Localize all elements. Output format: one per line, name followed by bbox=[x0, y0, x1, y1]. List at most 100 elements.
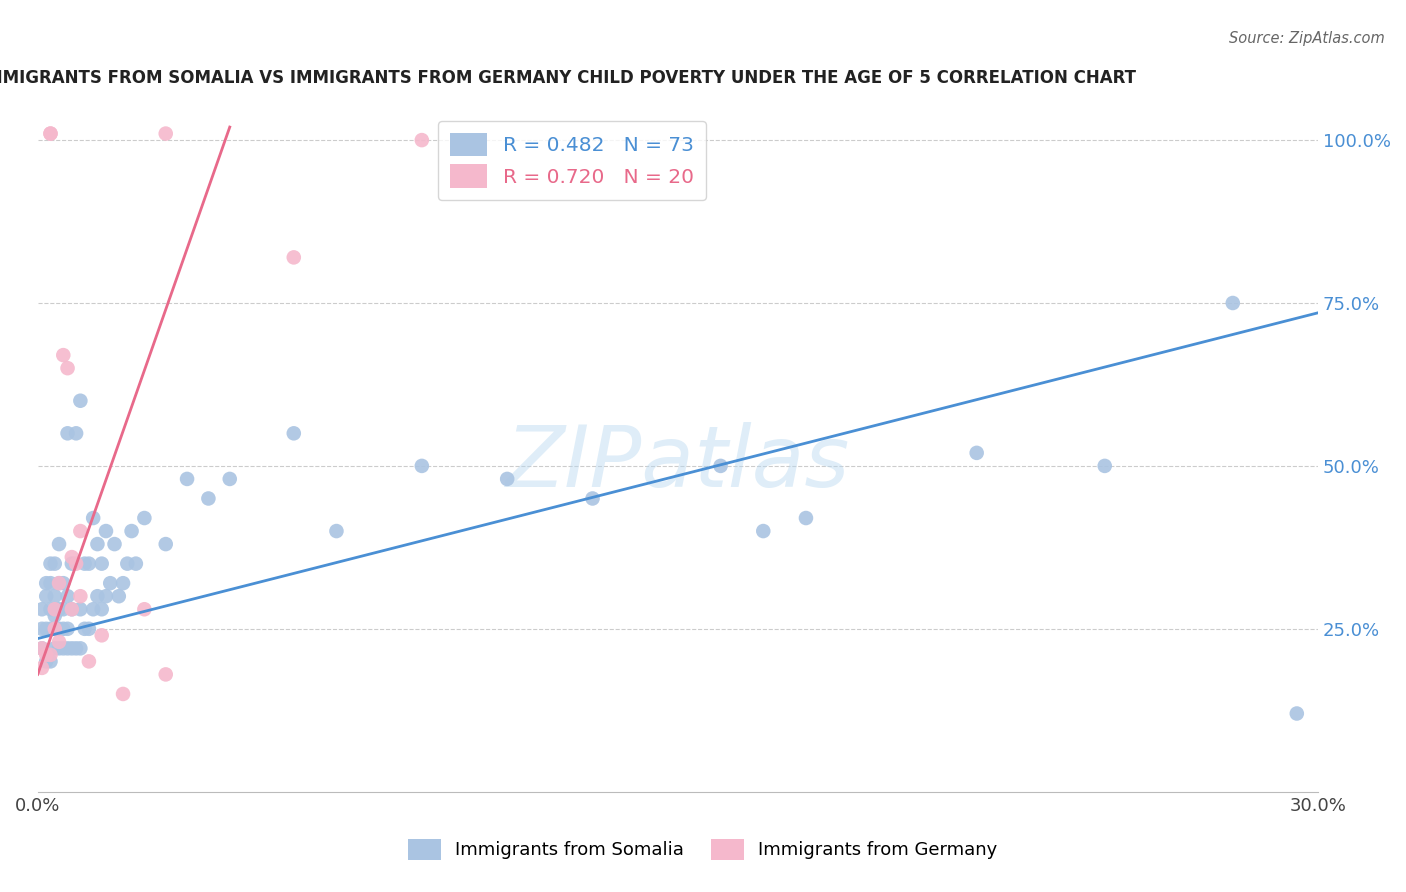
Point bbox=[69, 602, 91, 616]
Point bbox=[94, 589, 117, 603]
Point bbox=[103, 537, 125, 551]
Point bbox=[44, 557, 66, 571]
Point bbox=[90, 602, 112, 616]
Point bbox=[134, 602, 156, 616]
Text: ZIPatlas: ZIPatlas bbox=[506, 422, 851, 505]
Point bbox=[710, 458, 733, 473]
Point bbox=[1222, 296, 1244, 310]
Point bbox=[98, 576, 121, 591]
Point bbox=[48, 622, 70, 636]
Point bbox=[197, 491, 219, 506]
Point bbox=[121, 524, 143, 538]
Point bbox=[77, 622, 100, 636]
Point bbox=[752, 524, 775, 538]
Point bbox=[107, 589, 129, 603]
Point bbox=[31, 602, 53, 616]
Point bbox=[48, 641, 70, 656]
Point bbox=[77, 557, 100, 571]
Point bbox=[155, 667, 177, 681]
Point bbox=[65, 426, 87, 441]
Point bbox=[56, 589, 79, 603]
Point bbox=[44, 602, 66, 616]
Point bbox=[60, 557, 83, 571]
Point bbox=[60, 550, 83, 565]
Point bbox=[90, 557, 112, 571]
Point bbox=[60, 641, 83, 656]
Point bbox=[411, 133, 433, 147]
Point bbox=[52, 641, 75, 656]
Point bbox=[94, 524, 117, 538]
Point bbox=[39, 602, 62, 616]
Point bbox=[35, 648, 58, 662]
Point bbox=[48, 537, 70, 551]
Point bbox=[60, 602, 83, 616]
Point bbox=[52, 576, 75, 591]
Point bbox=[56, 361, 79, 376]
Point bbox=[112, 576, 135, 591]
Point bbox=[73, 622, 96, 636]
Point bbox=[73, 557, 96, 571]
Point bbox=[31, 622, 53, 636]
Point bbox=[69, 393, 91, 408]
Point bbox=[112, 687, 135, 701]
Point bbox=[86, 537, 108, 551]
Point bbox=[52, 602, 75, 616]
Point bbox=[56, 641, 79, 656]
Point bbox=[1094, 458, 1116, 473]
Point bbox=[44, 641, 66, 656]
Point bbox=[581, 491, 603, 506]
Point bbox=[966, 446, 988, 460]
Point bbox=[60, 602, 83, 616]
Point bbox=[69, 524, 91, 538]
Legend: Immigrants from Somalia, Immigrants from Germany: Immigrants from Somalia, Immigrants from… bbox=[401, 831, 1005, 867]
Point bbox=[134, 511, 156, 525]
Text: IMMIGRANTS FROM SOMALIA VS IMMIGRANTS FROM GERMANY CHILD POVERTY UNDER THE AGE O: IMMIGRANTS FROM SOMALIA VS IMMIGRANTS FR… bbox=[0, 69, 1136, 87]
Text: Source: ZipAtlas.com: Source: ZipAtlas.com bbox=[1229, 31, 1385, 46]
Point bbox=[39, 576, 62, 591]
Point bbox=[283, 251, 305, 265]
Point bbox=[35, 622, 58, 636]
Point bbox=[86, 589, 108, 603]
Legend: R = 0.482   N = 73, R = 0.720   N = 20: R = 0.482 N = 73, R = 0.720 N = 20 bbox=[439, 121, 706, 200]
Point bbox=[155, 537, 177, 551]
Point bbox=[52, 348, 75, 362]
Point bbox=[31, 661, 53, 675]
Point bbox=[39, 648, 62, 662]
Point bbox=[496, 472, 519, 486]
Point bbox=[39, 622, 62, 636]
Point bbox=[218, 472, 240, 486]
Point bbox=[794, 511, 817, 525]
Point bbox=[31, 641, 53, 656]
Point bbox=[325, 524, 347, 538]
Point bbox=[82, 602, 104, 616]
Point bbox=[48, 602, 70, 616]
Point bbox=[125, 557, 148, 571]
Point bbox=[39, 127, 62, 141]
Point bbox=[69, 589, 91, 603]
Point bbox=[90, 628, 112, 642]
Point bbox=[39, 557, 62, 571]
Point bbox=[69, 641, 91, 656]
Point bbox=[44, 589, 66, 603]
Point bbox=[65, 557, 87, 571]
Point bbox=[56, 622, 79, 636]
Point bbox=[35, 654, 58, 668]
Point bbox=[48, 576, 70, 591]
Point bbox=[48, 576, 70, 591]
Point bbox=[44, 608, 66, 623]
Point bbox=[35, 576, 58, 591]
Point bbox=[155, 127, 177, 141]
Point bbox=[176, 472, 198, 486]
Point bbox=[44, 622, 66, 636]
Point bbox=[39, 654, 62, 668]
Point bbox=[65, 641, 87, 656]
Point bbox=[35, 589, 58, 603]
Point bbox=[31, 641, 53, 656]
Point bbox=[48, 635, 70, 649]
Point bbox=[77, 654, 100, 668]
Point bbox=[39, 127, 62, 141]
Point bbox=[411, 458, 433, 473]
Point bbox=[117, 557, 139, 571]
Point bbox=[283, 426, 305, 441]
Point bbox=[52, 622, 75, 636]
